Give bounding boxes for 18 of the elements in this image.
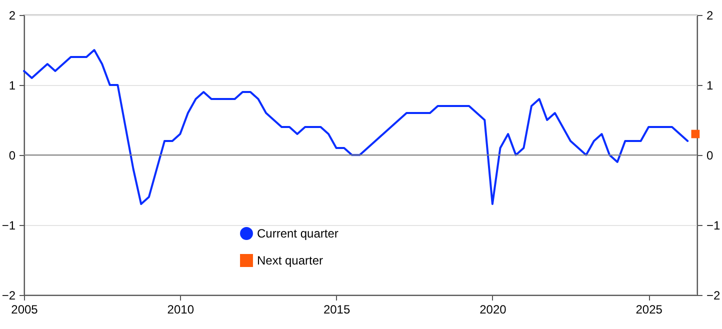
y-tick-label: −1 [2, 218, 16, 232]
x-tick-label: 2020 [480, 302, 507, 316]
x-tick-label: 2005 [11, 302, 38, 316]
x-tick-label: 2025 [636, 302, 663, 316]
y-tick-label: −2 [2, 288, 16, 302]
y2-tick-label: 2 [706, 8, 714, 22]
y-tick-label: 1 [8, 78, 16, 92]
legend-label: Current quarter [257, 226, 338, 240]
y2-tick-label: −2 [706, 288, 721, 302]
y-tick-label: 2 [8, 8, 16, 22]
y2-tick-label: −1 [706, 218, 721, 232]
line-series [23, 49, 689, 205]
y-tick-label: 0 [8, 148, 16, 162]
x-tick-label: 2015 [323, 302, 350, 316]
legend-label: Next quarter [257, 254, 324, 268]
y2-tick-label: 1 [706, 78, 714, 92]
y2-tick-label: 0 [706, 148, 714, 162]
x-tick-label: 2010 [167, 302, 194, 316]
